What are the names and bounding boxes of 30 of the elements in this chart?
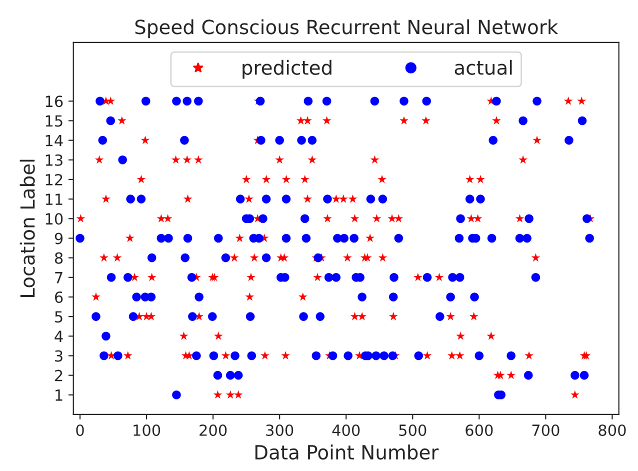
y-tick-label: 12 <box>46 174 62 186</box>
y-tick-label: 1 <box>56 390 62 401</box>
y-tick-label: 13 <box>46 154 62 166</box>
y-tick-label: 4 <box>54 330 63 342</box>
y-tick-label: 6 <box>54 291 63 303</box>
y-tick-label: 5 <box>55 311 62 323</box>
x-tick-label: 800 <box>598 424 626 436</box>
y-tick-label: 14 <box>46 134 63 146</box>
x-tick-label: 600 <box>466 424 493 436</box>
y-tick-label: 3 <box>55 350 62 362</box>
y-tick-label: 9 <box>54 232 63 244</box>
y-tick-label: 2 <box>55 370 62 382</box>
y-tick-label: 16 <box>46 96 63 108</box>
legend-label: predicted <box>242 60 332 79</box>
y-tick-label: 10 <box>46 213 63 225</box>
x-tick-label: 700 <box>532 424 560 436</box>
y-tick-label: 7 <box>55 272 62 284</box>
x-tick-label: 500 <box>399 424 426 436</box>
x-tick-label: 400 <box>332 424 360 436</box>
x-tick-label: 300 <box>266 424 294 436</box>
y-tick-label: 11 <box>46 194 62 205</box>
legend-label: actual <box>454 60 512 75</box>
chart-title: Speed Conscious Recurrent Neural Network <box>135 19 558 38</box>
y-tick-label: 8 <box>54 252 63 264</box>
x-tick-label: 0 <box>76 424 84 436</box>
y-tick-label: 15 <box>46 115 62 127</box>
x-axis-title: Data Point Number <box>255 444 439 460</box>
x-tick-label: 100 <box>134 424 160 436</box>
x-tick-label: 200 <box>200 424 227 436</box>
y-axis-title: Location Label <box>20 160 35 297</box>
